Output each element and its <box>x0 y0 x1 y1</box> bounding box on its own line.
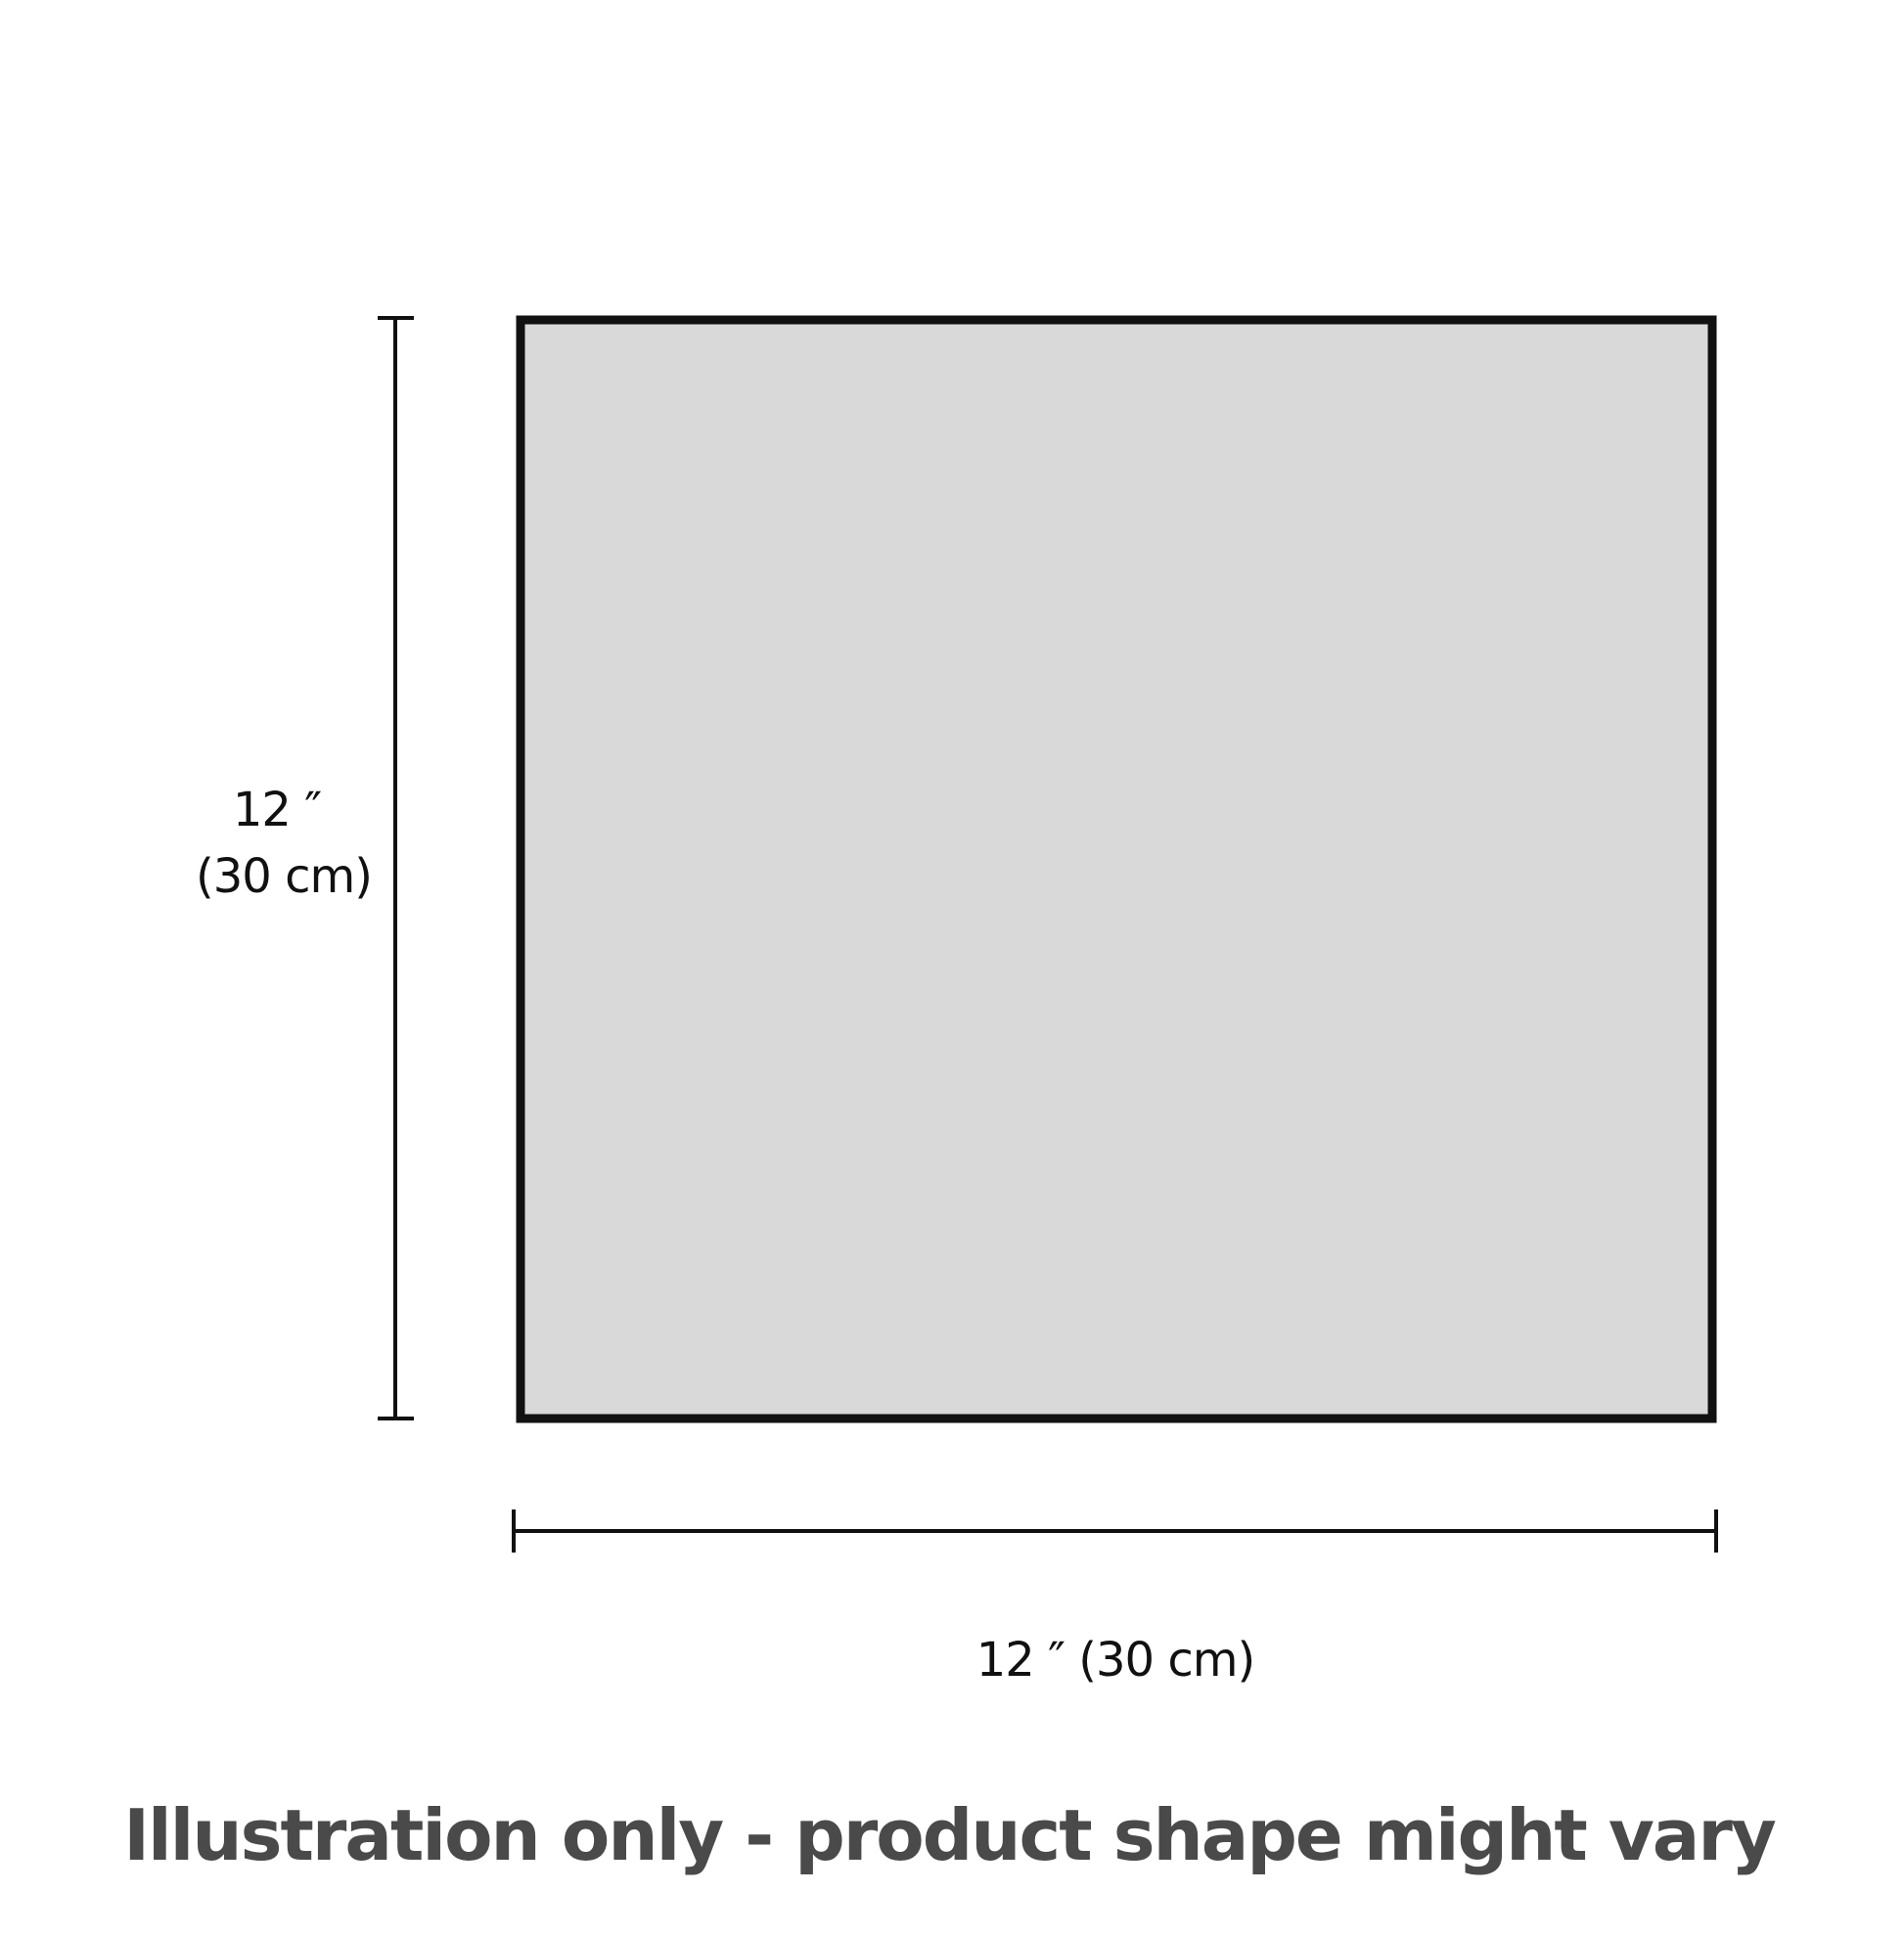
caption: Illustration only - product shape might … <box>123 1794 1777 1876</box>
width-dimension-line <box>512 1509 1718 1553</box>
height-label-inches: 12 ″ <box>232 783 322 837</box>
height-label-cm: (30 cm) <box>196 849 373 904</box>
product-shape <box>516 315 1717 1423</box>
height-dimension-line <box>378 316 414 1420</box>
width-label: 12 ″ (30 cm) <box>975 1633 1255 1688</box>
